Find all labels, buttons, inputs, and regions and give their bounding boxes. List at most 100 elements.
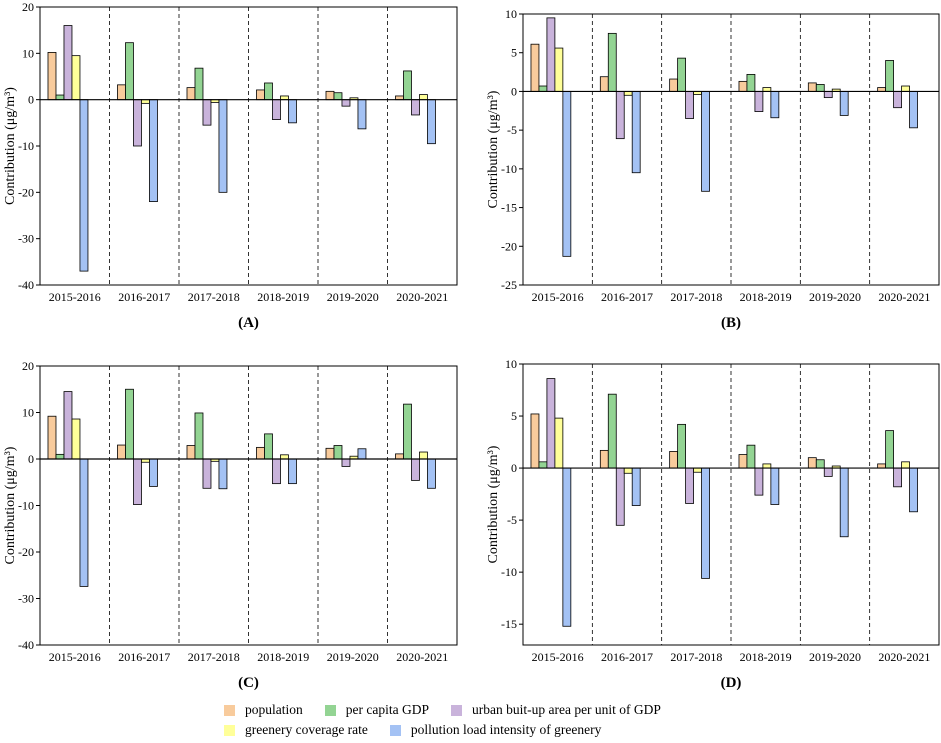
bar-b-greenery-6: [901, 85, 910, 92]
y-tick-label-d-0: 10: [505, 357, 517, 371]
bar-a-population-4: [256, 89, 265, 101]
bar-d-pollution-2: [631, 467, 641, 506]
x-tick-label-d-6: 2020-2021: [878, 650, 930, 664]
bar-a-population-3: [186, 87, 196, 101]
bar-c-greenery-1: [71, 418, 81, 460]
y-axis-label-a: Contribution (μg/m³): [3, 87, 18, 205]
bar-d-urban-4: [754, 467, 764, 496]
y-axis-label-c: Contribution (μg/m³): [3, 446, 18, 564]
panel-label-b: (B): [721, 315, 741, 331]
legend-swatch-population: [224, 704, 235, 716]
bar-b-population-5: [807, 82, 817, 92]
bar-a-gdp-6: [403, 70, 412, 101]
bar-c-urban-4: [272, 458, 281, 485]
bar-c-population-1: [47, 415, 57, 460]
bar-c-urban-5: [341, 458, 351, 467]
bar-a-gdp-5: [333, 92, 343, 101]
legend-row-2: greenery coverage rate pollution load in…: [224, 722, 623, 738]
bar-d-gdp-1: [538, 461, 548, 469]
bar-c-population-4: [256, 446, 265, 460]
bar-c-gdp-2: [125, 388, 134, 460]
bar-d-greenery-2: [623, 467, 633, 474]
bar-b-population-1: [530, 43, 540, 92]
bar-b-pollution-6: [909, 91, 918, 129]
bar-b-urban-4: [754, 91, 764, 112]
bar-a-pollution-6: [427, 99, 436, 145]
legend-label-greenery: greenery coverage rate: [245, 722, 368, 737]
y-tick-label-b-0: 10: [505, 7, 517, 21]
legend-swatch-pollution: [389, 724, 401, 736]
bar-d-population-6: [877, 463, 887, 469]
y-tick-label-c-5: -30: [18, 592, 34, 606]
bar-c-urban-2: [133, 458, 142, 505]
bar-a-population-2: [117, 84, 126, 101]
panel-label-a: (A): [238, 315, 259, 331]
bar-d-pollution-3: [701, 467, 710, 579]
y-tick-label-b-5: -15: [501, 201, 517, 215]
bar-c-pollution-3: [218, 458, 228, 490]
x-tick-label-c-2: 2016-2017: [118, 650, 170, 664]
bar-a-urban-1: [63, 25, 73, 101]
bar-c-pollution-1: [79, 458, 89, 587]
panel-b: 10 5 0 -5 -10 -15 -20 -25 2015-2016 2016-2017 2017…: [486, 7, 940, 331]
y-tick-label-c-6: -40: [18, 638, 34, 652]
bar-c-population-3: [186, 445, 196, 460]
bar-d-greenery-4: [762, 463, 772, 469]
bar-b-population-3: [669, 78, 679, 92]
bar-b-pollution-2: [631, 91, 641, 174]
x-tick-label-a-2: 2016-2017: [118, 290, 170, 304]
bar-b-gdp-1: [538, 85, 548, 92]
panel-a: 20 10 0 -10 -20 -30 -40 2015-2016 2016-2017 2017-…: [3, 0, 458, 331]
bar-b-urban-3: [685, 91, 694, 119]
bar-a-population-5: [325, 90, 335, 101]
bar-b-pollution-5: [839, 91, 849, 116]
y-tick-label-b-1: 5: [511, 46, 517, 60]
y-tick-label-a-0: 20: [22, 0, 34, 14]
bar-c-pollution-5: [357, 448, 367, 460]
bar-d-pollution-6: [909, 467, 918, 513]
x-tick-label-a-6: 2020-2021: [396, 290, 448, 304]
bar-c-urban-6: [411, 458, 420, 481]
bar-a-gdp-1: [55, 94, 65, 101]
legend-row-1: population per capita GDP urban buit-up …: [224, 702, 683, 718]
y-tick-label-a-6: -40: [18, 278, 34, 292]
x-tick-label-d-3: 2017-2018: [670, 650, 722, 664]
bar-a-greenery-6: [419, 94, 428, 101]
legend-swatch-urban: [450, 704, 462, 716]
bar-d-population-4: [738, 454, 748, 469]
legend-item-urban: urban buit-up area per unit of GDP: [450, 702, 661, 718]
bar-b-gdp-6: [885, 60, 894, 92]
x-tick-label-a-5: 2019-2020: [327, 290, 379, 304]
bar-d-pollution-4: [770, 467, 780, 505]
bar-c-pollution-4: [288, 458, 297, 485]
y-axis-label-b: Contribution (μg/m³): [486, 90, 501, 208]
bar-c-pollution-2: [149, 458, 158, 487]
y-tick-label-a-3: -10: [18, 139, 34, 153]
x-tick-label-c-4: 2018-2019: [257, 650, 309, 664]
x-tick-label-a-1: 2015-2016: [49, 290, 101, 304]
bar-c-population-2: [117, 444, 126, 460]
y-tick-label-c-1: 10: [22, 406, 34, 420]
bar-d-urban-3: [685, 467, 694, 504]
bar-d-population-5: [807, 457, 817, 469]
y-tick-label-d-2: 0: [511, 461, 517, 475]
bar-a-urban-5: [341, 99, 351, 107]
y-tick-label-a-1: 10: [22, 46, 34, 60]
legend-label-gdp: per capita GDP: [345, 702, 429, 717]
y-tick-label-d-4: -10: [501, 565, 517, 579]
bar-d-population-3: [669, 451, 679, 469]
x-tick-label-c-5: 2019-2020: [327, 650, 379, 664]
legend-item-greenery: greenery coverage rate: [224, 722, 368, 738]
bar-c-greenery-6: [419, 451, 428, 460]
panel-label-c: (C): [238, 675, 259, 691]
x-tick-label-b-2: 2016-2017: [601, 290, 653, 304]
bar-b-urban-5: [823, 91, 833, 99]
bar-b-gdp-5: [815, 84, 825, 92]
bar-a-pollution-4: [288, 99, 297, 124]
panel-c: 20 10 0 -10 -20 -30 -40 2015-2016 2016-2017 2017-…: [3, 359, 458, 691]
bar-d-gdp-3: [677, 423, 686, 469]
bar-a-greenery-1: [71, 55, 81, 101]
legend-item-population: population: [224, 702, 303, 718]
bar-d-greenery-1: [554, 417, 564, 469]
bar-d-urban-2: [615, 467, 625, 526]
